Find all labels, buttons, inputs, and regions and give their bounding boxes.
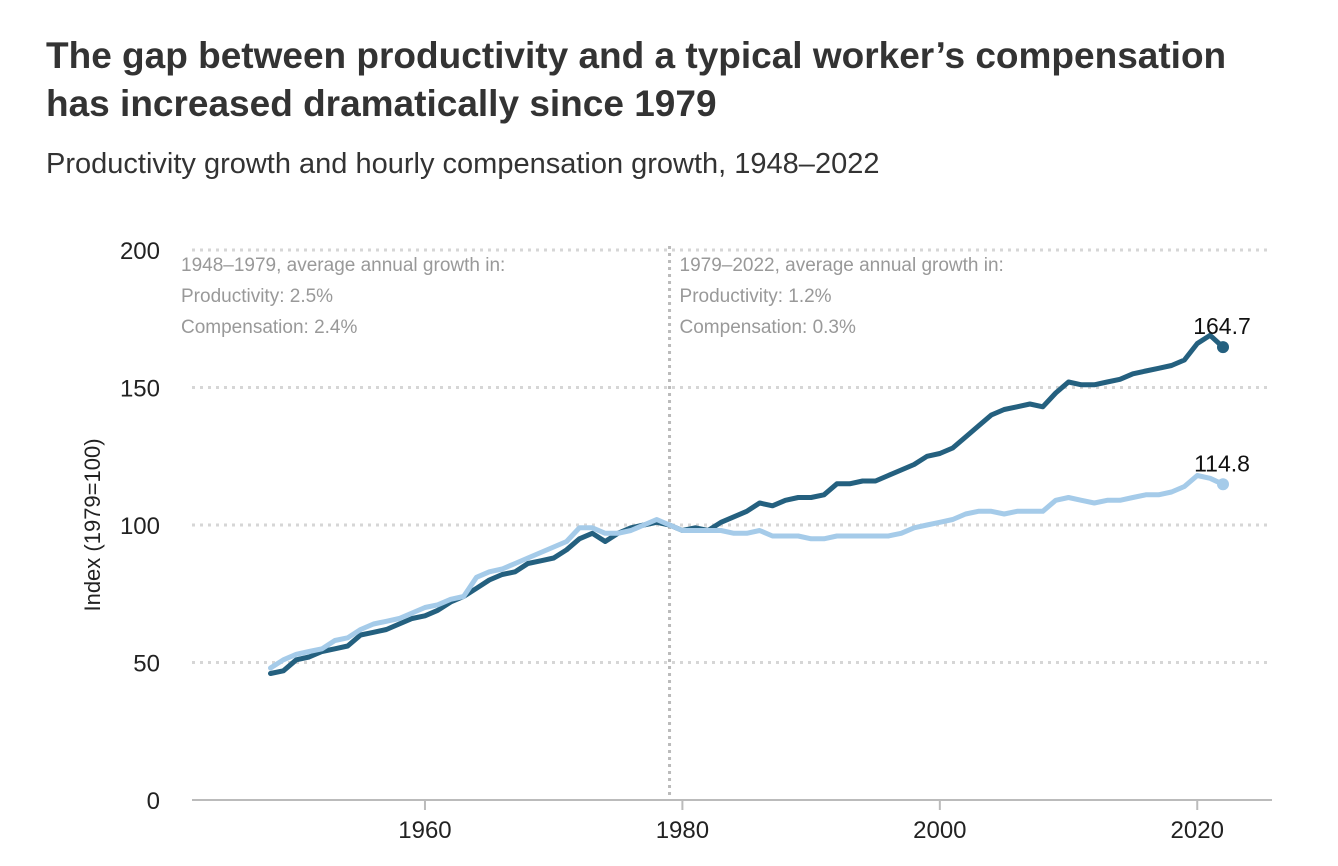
y-axis-ticks: 0 50 100 150 200 <box>120 238 160 815</box>
y-tick-label: 100 <box>120 513 160 540</box>
y-tick-label: 50 <box>133 651 160 678</box>
annotation-text: 1948–1979, average annual growth in: <box>181 255 505 276</box>
chart-subtitle: Productivity growth and hourly compensat… <box>46 148 880 180</box>
x-tick-label: 1960 <box>398 817 451 844</box>
gridlines <box>192 248 1272 664</box>
productivity-end-point <box>1217 341 1229 354</box>
compensation-line <box>268 473 1226 671</box>
x-tick-label: 2020 <box>1171 817 1224 844</box>
annotations: 1948–1979, average annual growth in: Prod… <box>181 255 1004 338</box>
y-tick-label: 150 <box>120 376 160 403</box>
annotation-text: 1979–2022, average annual growth in: <box>680 255 1004 276</box>
annotation-text: Compensation: 0.3% <box>680 317 856 338</box>
x-axis: 1960 1980 2000 2020 <box>192 799 1272 844</box>
compensation-end-label: 114.8 <box>1194 450 1250 476</box>
annotation-text: Compensation: 2.4% <box>181 317 357 338</box>
compensation-end-point <box>1217 478 1229 491</box>
chart-title: The gap between productivity and a typic… <box>46 35 1227 124</box>
y-axis-label: Index (1979=100) <box>80 438 105 611</box>
x-tick-label: 1980 <box>656 817 709 844</box>
y-tick-label: 0 <box>147 788 160 815</box>
productivity-line <box>268 332 1226 676</box>
productivity-end-label: 164.7 <box>1193 313 1251 339</box>
y-tick-label: 200 <box>120 238 160 265</box>
annotation-text: Productivity: 2.5% <box>181 286 333 307</box>
annotation-text: Productivity: 1.2% <box>680 286 832 307</box>
series-lines: 164.7 114.8 <box>268 313 1251 676</box>
x-tick-label: 2000 <box>913 817 966 844</box>
